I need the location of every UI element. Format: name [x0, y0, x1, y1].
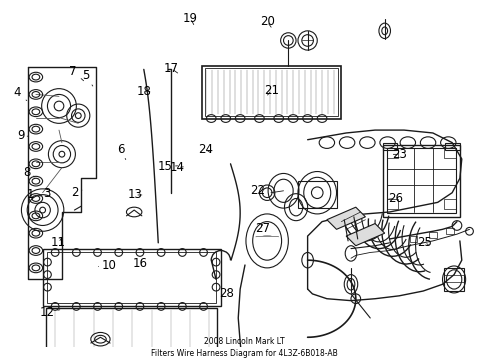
Text: 18: 18 — [136, 85, 151, 98]
Text: 27: 27 — [254, 222, 269, 235]
Bar — [446, 228, 453, 234]
Text: 21: 21 — [264, 84, 279, 97]
Bar — [204, 68, 338, 116]
Bar — [382, 143, 396, 150]
Text: 6: 6 — [117, 143, 125, 159]
Text: 2: 2 — [71, 186, 82, 199]
Text: 12: 12 — [40, 306, 60, 319]
Text: 20: 20 — [259, 15, 274, 28]
Bar — [45, 309, 217, 360]
Text: 5: 5 — [82, 69, 93, 86]
Text: 9: 9 — [17, 129, 29, 142]
Text: 13: 13 — [127, 188, 142, 202]
Bar — [201, 66, 341, 118]
Text: 23: 23 — [392, 148, 407, 161]
Text: 1: 1 — [26, 188, 41, 201]
Bar — [386, 199, 397, 209]
Bar — [382, 145, 459, 217]
Polygon shape — [326, 207, 365, 229]
Text: 10: 10 — [98, 259, 116, 272]
Bar — [297, 181, 336, 208]
Bar — [445, 143, 459, 150]
Bar — [47, 252, 216, 302]
Bar — [386, 148, 455, 213]
Text: 7: 7 — [69, 64, 83, 81]
Bar — [409, 236, 417, 242]
Text: 17: 17 — [163, 62, 179, 75]
Text: 16: 16 — [132, 257, 147, 270]
Text: 2008 Lincoln Mark LT
Filters Wire Harness Diagram for 4L3Z-6B018-AB: 2008 Lincoln Mark LT Filters Wire Harnes… — [150, 337, 337, 358]
Text: 11: 11 — [51, 236, 66, 249]
Text: 4: 4 — [14, 86, 27, 100]
Bar — [386, 148, 397, 158]
Text: 3: 3 — [43, 187, 50, 200]
Bar — [444, 268, 463, 291]
Text: 28: 28 — [219, 287, 234, 300]
Bar — [42, 249, 221, 306]
Text: 24: 24 — [198, 143, 213, 156]
Text: 19: 19 — [183, 12, 198, 24]
Text: 15: 15 — [158, 160, 177, 173]
Text: 14: 14 — [170, 161, 185, 174]
Text: 26: 26 — [387, 192, 402, 205]
Text: 8: 8 — [23, 166, 35, 179]
Text: 22: 22 — [249, 184, 264, 197]
Bar — [428, 232, 436, 238]
Text: 25: 25 — [416, 236, 431, 249]
Bar — [444, 199, 455, 209]
Polygon shape — [346, 224, 384, 246]
Bar — [444, 148, 455, 158]
